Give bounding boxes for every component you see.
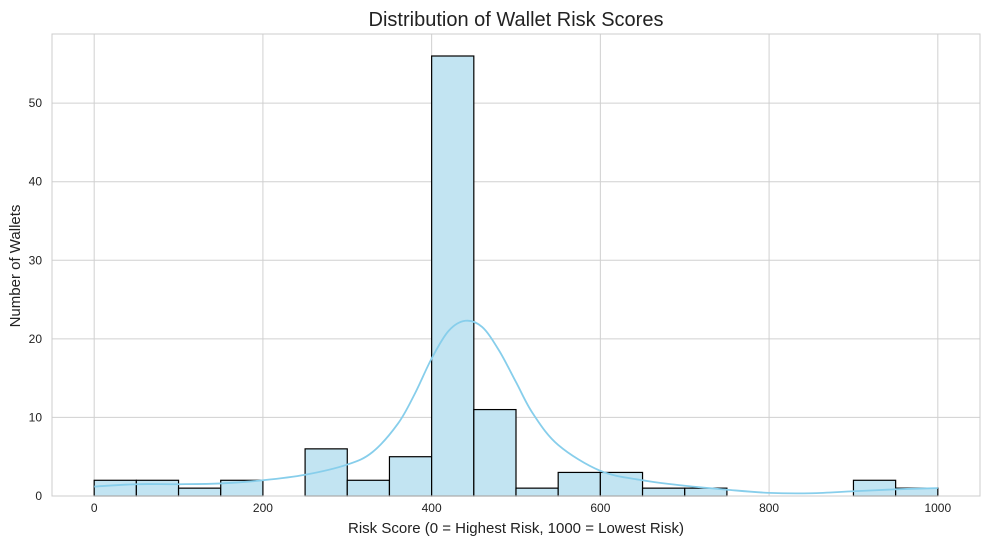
histogram-bar xyxy=(557,471,601,497)
histogram-bar xyxy=(135,479,180,497)
histogram-bar xyxy=(93,479,137,497)
y-tick-label: 0 xyxy=(35,489,42,503)
histogram-bar xyxy=(473,408,517,497)
y-axis-label: Number of Wallets xyxy=(7,205,24,328)
histogram-bar xyxy=(431,55,475,497)
x-tick-label: 0 xyxy=(91,501,98,515)
x-tick-label: 800 xyxy=(759,501,779,515)
x-axis-label: Risk Score (0 = Highest Risk, 1000 = Low… xyxy=(348,520,684,537)
plot-frame xyxy=(51,33,981,497)
histogram-bar xyxy=(346,479,391,497)
y-tick-label: 10 xyxy=(29,410,43,424)
histogram-bar xyxy=(641,487,686,497)
y-tick-label: 30 xyxy=(29,253,43,267)
kde-curve xyxy=(94,319,938,495)
histogram-bar xyxy=(304,448,348,497)
histogram-bar xyxy=(177,487,222,497)
x-tick-label: 400 xyxy=(422,501,442,515)
y-tick-label: 20 xyxy=(29,332,43,346)
kde-layer xyxy=(94,319,938,495)
x-tick-label: 600 xyxy=(590,501,610,515)
bars-layer xyxy=(93,55,939,497)
y-tick-label: 40 xyxy=(29,175,43,189)
chart-title: Distribution of Wallet Risk Scores xyxy=(369,9,664,31)
axes-layer: 0 200 400 600 800 1000 0 10 20 30 40 50 xyxy=(29,33,981,515)
x-tick-label: 1000 xyxy=(924,501,951,515)
y-tick-label: 50 xyxy=(29,96,43,110)
x-tick-label: 200 xyxy=(253,501,273,515)
histogram-bar xyxy=(515,487,559,497)
histogram-bar xyxy=(388,456,433,497)
histogram-bar xyxy=(852,479,897,497)
